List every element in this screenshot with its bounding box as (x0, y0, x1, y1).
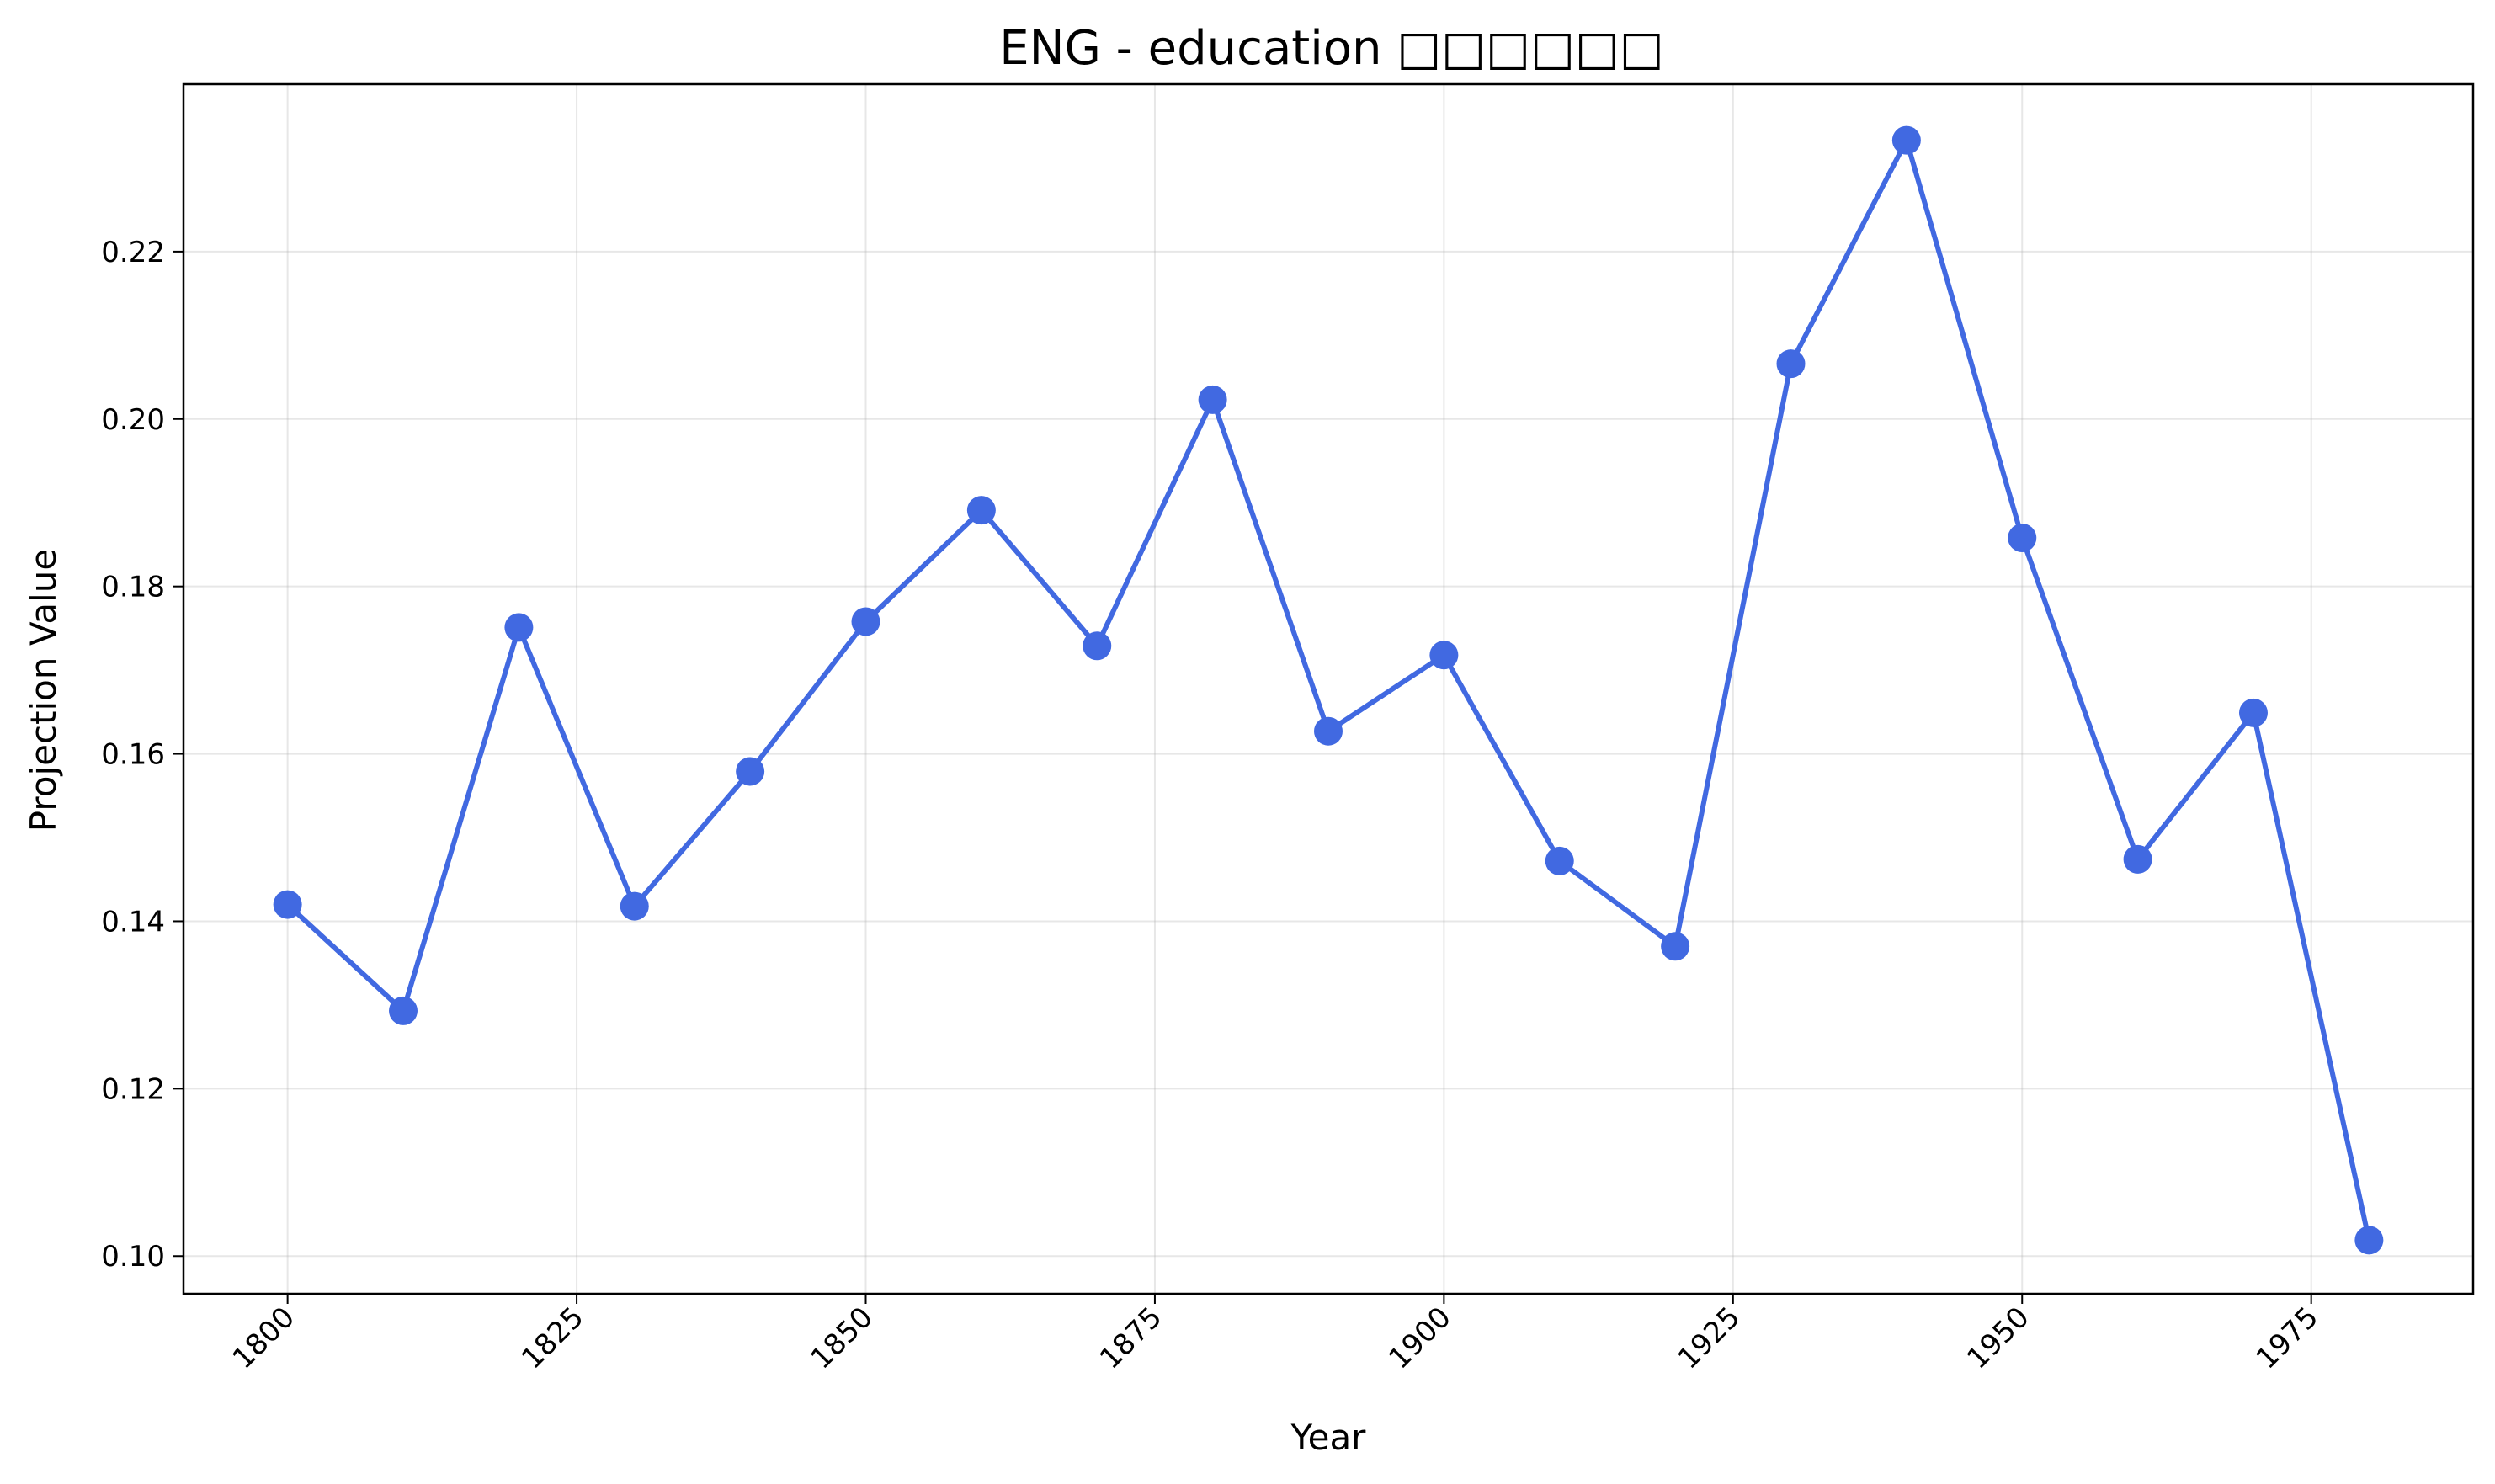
x-axis-title: Year (1290, 1417, 1367, 1458)
data-point (1198, 385, 1227, 414)
y-tick-label: 0.10 (101, 1240, 165, 1274)
y-tick-label: 0.12 (101, 1072, 165, 1106)
y-axis-title: Projection Value (23, 549, 64, 832)
data-point (851, 607, 880, 636)
y-tick-label: 0.16 (101, 738, 165, 772)
data-point (2123, 844, 2152, 874)
data-point (504, 613, 534, 642)
data-point (2008, 523, 2037, 552)
data-point (620, 891, 649, 921)
y-tick-label: 0.20 (101, 403, 165, 437)
y-axis-ticks: 0.10 0.12 0.14 0.16 0.18 0.20 0.22 (101, 236, 184, 1274)
data-point (1083, 631, 1112, 661)
data-point (1314, 716, 1343, 746)
plot-frame (182, 82, 2475, 1295)
y-tick-label: 0.18 (101, 571, 165, 604)
data-point (273, 890, 302, 919)
data-point (2354, 1226, 2384, 1255)
data-point (736, 757, 765, 786)
data-point (966, 496, 996, 525)
y-tick-label: 0.14 (101, 905, 165, 939)
x-grid-lines (286, 84, 2312, 1294)
data-point (1429, 641, 1459, 670)
data-point (1661, 932, 1690, 961)
data-point (2238, 698, 2268, 727)
chart-title: ENG - education □□□□□□ (999, 21, 1664, 76)
data-point (1776, 349, 1806, 379)
data-point (1891, 125, 1921, 155)
y-tick-label: 0.22 (101, 236, 165, 269)
data-point (389, 996, 418, 1025)
series-layer (273, 125, 2384, 1255)
data-point (1545, 846, 1574, 875)
y-grid-lines (184, 250, 2473, 1258)
